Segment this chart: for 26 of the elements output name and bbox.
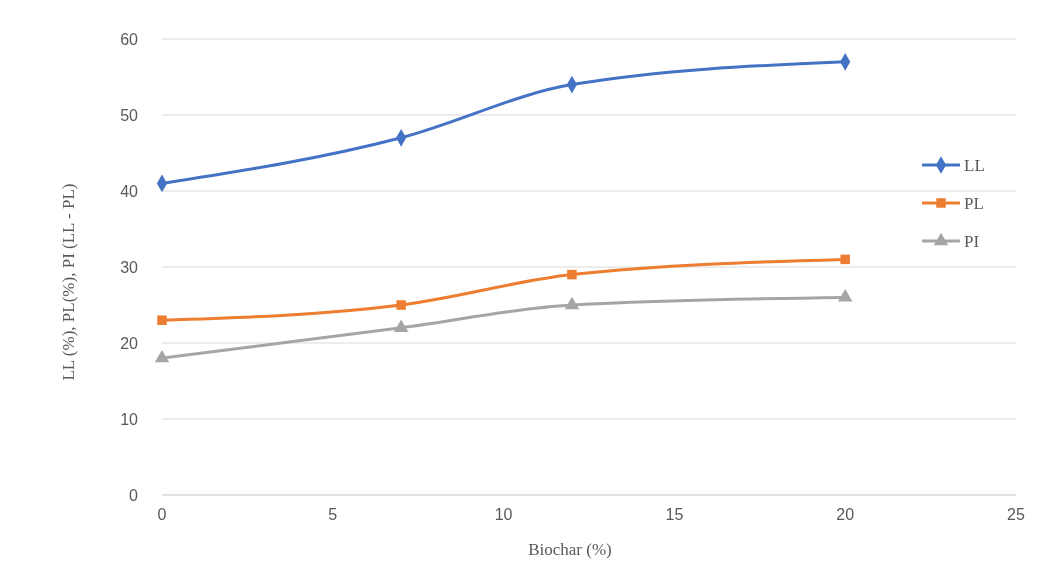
y-tick-label: 10 [120, 410, 139, 428]
legend-label: PL [964, 193, 984, 213]
legend-label: PI [964, 231, 980, 251]
x-tick-label: 25 [1007, 506, 1025, 523]
y-tick-label: 40 [120, 182, 139, 200]
y-tick-label: 20 [120, 334, 139, 352]
point [396, 300, 406, 310]
point [567, 269, 577, 280]
y-tick-label: 60 [120, 30, 139, 48]
x-axis-title: Biochar (%) [528, 540, 612, 559]
point [393, 319, 409, 332]
x-tick-label: 10 [494, 506, 513, 523]
x-tick-label: 20 [836, 506, 855, 523]
point [157, 315, 167, 325]
y-tick-label: 30 [120, 258, 139, 276]
point [840, 254, 850, 265]
x-tick-label: 15 [665, 506, 684, 523]
y-tick-label: 50 [120, 106, 139, 124]
point [154, 349, 170, 363]
point [837, 289, 853, 302]
y-tick-label: 0 [129, 486, 139, 504]
x-tick-label: 5 [328, 506, 338, 523]
point [564, 296, 580, 310]
legend-label: LL [964, 155, 985, 175]
x-tick-label: 0 [157, 506, 167, 523]
y-axis-title: LL (%), PL(%), PI (LL - PL) [59, 183, 78, 381]
